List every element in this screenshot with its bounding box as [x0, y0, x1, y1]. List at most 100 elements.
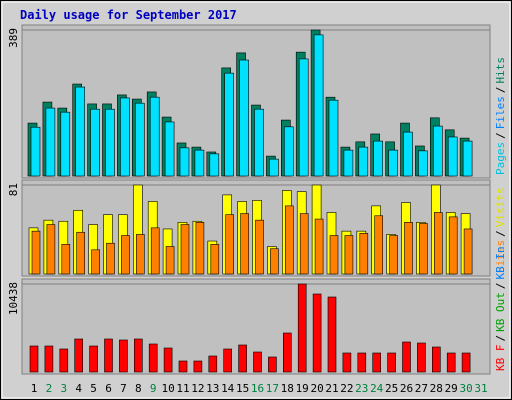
legend-entry: Files: [494, 96, 507, 129]
x-tick-label: 10: [161, 382, 174, 395]
bar: [448, 216, 458, 275]
x-tick-label: 18: [281, 382, 294, 395]
bar: [373, 140, 384, 177]
bar: [297, 283, 307, 373]
bar: [223, 348, 232, 373]
bar: [239, 59, 249, 177]
bar: [404, 222, 413, 275]
bar: [329, 235, 339, 275]
bar: [270, 248, 279, 275]
bar: [105, 108, 115, 177]
legend-entry: KB Out: [494, 292, 507, 332]
bar: [104, 338, 113, 373]
bar: [253, 351, 262, 373]
bar: [90, 108, 100, 177]
bar: [91, 249, 100, 275]
bar: [402, 341, 411, 373]
x-tick-label: 26: [400, 382, 413, 395]
x-tick-label: 12: [191, 382, 204, 395]
bar: [255, 219, 264, 275]
x-tick-label: 22: [340, 382, 353, 395]
x-tick-label: 6: [105, 382, 112, 395]
y-tick-label: 81: [7, 183, 20, 196]
bar: [269, 158, 279, 177]
bar: [284, 205, 294, 275]
bar: [76, 231, 85, 275]
bar: [225, 214, 234, 275]
bar: [224, 72, 234, 177]
bar: [89, 345, 98, 373]
bar: [30, 126, 41, 177]
bar: [447, 136, 458, 177]
bar: [431, 346, 441, 373]
bar: [433, 212, 443, 275]
x-tick-label: 31: [474, 382, 487, 395]
x-tick-label: 29: [445, 382, 458, 395]
x-tick-label: 16: [251, 382, 264, 395]
legend: KB F / KB Out / KB In: [494, 246, 507, 371]
bar: [374, 215, 384, 275]
bar: [208, 355, 218, 373]
bar: [106, 242, 115, 275]
bar: [417, 342, 426, 373]
legend: Sites / Visits: [494, 188, 507, 274]
bar: [461, 352, 471, 373]
bar: [238, 344, 247, 373]
x-tick-label: 28: [430, 382, 443, 395]
bar: [150, 227, 160, 275]
x-tick-label: 21: [325, 382, 338, 395]
bar: [403, 131, 413, 177]
bar: [178, 360, 188, 373]
bar: [419, 223, 428, 275]
legend-separator: /: [494, 87, 507, 94]
bar: [45, 107, 56, 177]
legend-separator: /: [494, 230, 507, 237]
bar: [327, 296, 337, 373]
x-tick-label: 15: [236, 382, 249, 395]
x-tick-label: 19: [296, 382, 309, 395]
x-tick-label: 25: [385, 382, 398, 395]
y-tick-label: 10438: [7, 282, 20, 315]
bar: [389, 235, 398, 275]
bar: [121, 235, 130, 275]
chart-title: Daily usage for September 2017: [20, 8, 237, 22]
legend-entry: KB F: [494, 345, 507, 372]
bar: [31, 230, 41, 275]
bar: [357, 352, 367, 373]
bar: [179, 147, 190, 177]
bar: [268, 356, 277, 373]
bar: [60, 111, 71, 177]
bar: [254, 108, 264, 177]
x-tick-label: 20: [310, 382, 323, 395]
bar: [418, 150, 428, 177]
bar: [29, 345, 39, 373]
bar: [136, 234, 145, 275]
x-tick-label: 13: [206, 382, 219, 395]
bar: [134, 338, 143, 373]
bar: [149, 96, 160, 177]
bar: [388, 149, 398, 177]
x-tick-label: 3: [60, 382, 67, 395]
x-tick-label: 2: [46, 382, 53, 395]
bar: [372, 352, 382, 373]
bar: [135, 102, 145, 177]
bar: [463, 228, 473, 275]
legend-entry: KB In: [494, 246, 507, 279]
bar: [195, 222, 205, 275]
bar: [74, 338, 83, 373]
bar: [164, 121, 175, 177]
bar: [210, 244, 220, 275]
legend-entry: Pages: [494, 142, 507, 175]
bar: [209, 153, 220, 177]
x-tick-label: 24: [370, 382, 384, 395]
legend-entry: Sites: [494, 240, 507, 273]
bar: [313, 34, 324, 177]
bar: [446, 352, 456, 373]
bar: [163, 347, 173, 373]
bar: [165, 246, 175, 275]
x-tick-label: 23: [355, 382, 368, 395]
legend: Pages / Files / Hits: [494, 57, 507, 175]
x-tick-label: 14: [221, 382, 235, 395]
